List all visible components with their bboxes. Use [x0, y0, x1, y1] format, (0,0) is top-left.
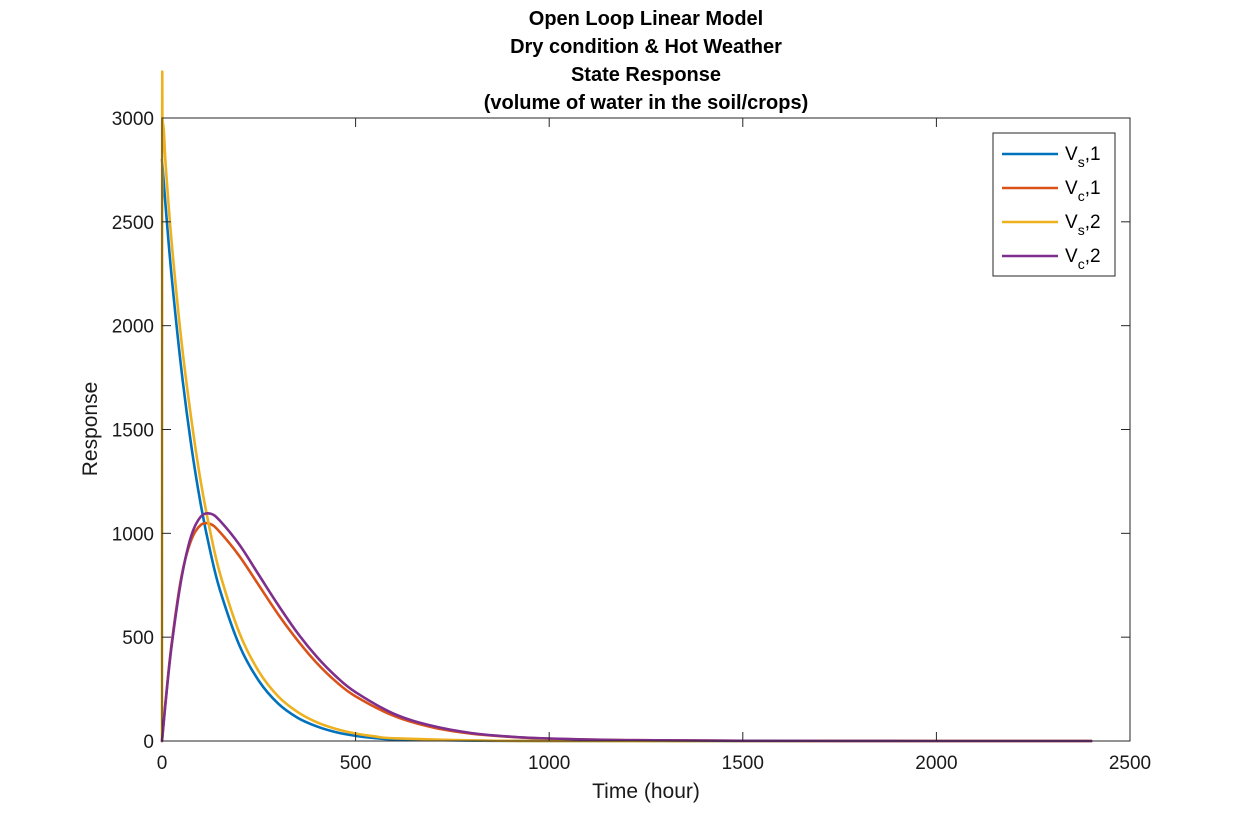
legend-label-1: Vs,1: [1065, 144, 1101, 170]
y-tick-label: 500: [122, 628, 154, 649]
legend-label-3: Vs,2: [1065, 212, 1101, 238]
x-tick-label: 0: [157, 753, 168, 774]
y-tick-label: 2000: [112, 317, 154, 338]
y-axis-label: Response: [79, 382, 102, 477]
chart-title: Open Loop Linear Model Dry condition & Ho…: [484, 8, 809, 114]
y-axis-ticks: 0 500 1000 1500 2000 2500 3000: [112, 109, 1130, 753]
title-line-3: State Response: [571, 64, 721, 86]
title-line-1: Open Loop Linear Model: [529, 8, 763, 30]
legend: Vs,1 Vc,1 Vs,2 Vc,2: [992, 132, 1116, 277]
legend-label-2: Vc,1: [1065, 178, 1101, 204]
title-line-4: (volume of water in the soil/crops): [484, 92, 809, 114]
series-line-4: [160, 511, 1093, 743]
x-tick-label: 2000: [915, 753, 957, 774]
x-tick-label: 1500: [722, 753, 764, 774]
y-tick-label: 1000: [112, 524, 154, 545]
x-axis-ticks: 0 500 1000 1500 2000 2500: [157, 118, 1151, 774]
legend-box: [992, 132, 1116, 277]
x-axis-label: Time (hour): [592, 780, 700, 803]
y-tick-label: 0: [143, 732, 154, 753]
legend-label-4: Vc,2: [1065, 246, 1101, 272]
x-tick-label: 500: [340, 753, 372, 774]
x-tick-label: 1000: [528, 753, 570, 774]
y-tick-label: 2500: [112, 213, 154, 234]
y-tick-label: 3000: [112, 109, 154, 130]
plot-area: [162, 118, 1130, 741]
y-tick-label: 1500: [112, 421, 154, 442]
title-line-2: Dry condition & Hot Weather: [510, 36, 782, 58]
x-tick-label: 2500: [1109, 753, 1151, 774]
